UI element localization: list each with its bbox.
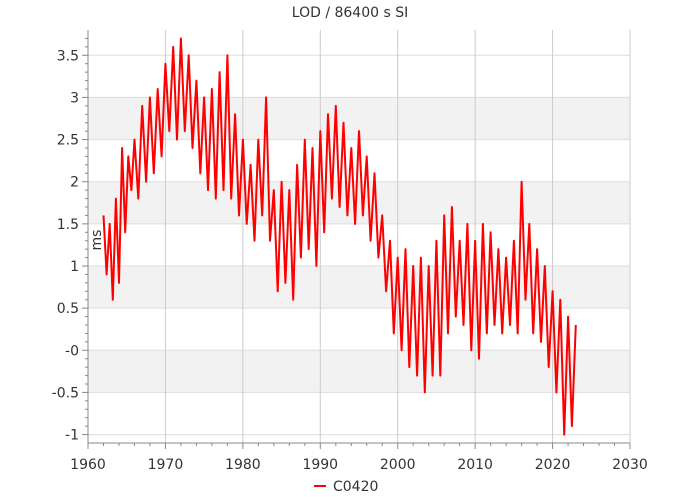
x-tick-label: 1980 bbox=[225, 457, 261, 473]
series-line-c0420 bbox=[102, 37, 577, 436]
x-tick-label: 1960 bbox=[70, 457, 106, 473]
x-tick-label: 1970 bbox=[148, 457, 184, 473]
y-tick-label: 0.5 bbox=[57, 301, 79, 317]
band-2 bbox=[88, 266, 630, 309]
x-tick-label: 2000 bbox=[380, 457, 416, 473]
series-layer bbox=[102, 37, 577, 436]
y-tick-label: -0.5 bbox=[52, 385, 79, 401]
band-1 bbox=[88, 181, 630, 224]
legend[interactable]: C0420 bbox=[314, 479, 378, 495]
x-tick-label: 2030 bbox=[612, 457, 648, 473]
x-tick-label: 2020 bbox=[535, 457, 571, 473]
y-axis-title: ms bbox=[89, 230, 105, 251]
y-tick-label: 3.5 bbox=[57, 48, 79, 64]
legend-label-c0420: C0420 bbox=[333, 479, 378, 495]
x-tick-label: 1990 bbox=[302, 457, 338, 473]
band-3 bbox=[88, 350, 630, 393]
x-tick-label: 2010 bbox=[457, 457, 493, 473]
y-tick-label: 3 bbox=[70, 90, 79, 106]
y-tick-label: 2 bbox=[70, 175, 79, 191]
y-tick-label: -1 bbox=[65, 428, 79, 444]
x-axis: 1960 1970 1980 1990 2000 2010 2020 2030 bbox=[70, 442, 648, 473]
y-tick-label: 1.5 bbox=[57, 217, 79, 233]
y-tick-label: -0 bbox=[65, 343, 79, 359]
y-tick-label: 1 bbox=[70, 259, 79, 275]
y-axis: 3.5 3 2.5 2 1.5 1 0.5 -0 -0.5 -1 bbox=[52, 30, 89, 444]
y-tick-label: 2.5 bbox=[57, 133, 79, 149]
chart-title: LOD / 86400 s SI bbox=[292, 5, 408, 21]
